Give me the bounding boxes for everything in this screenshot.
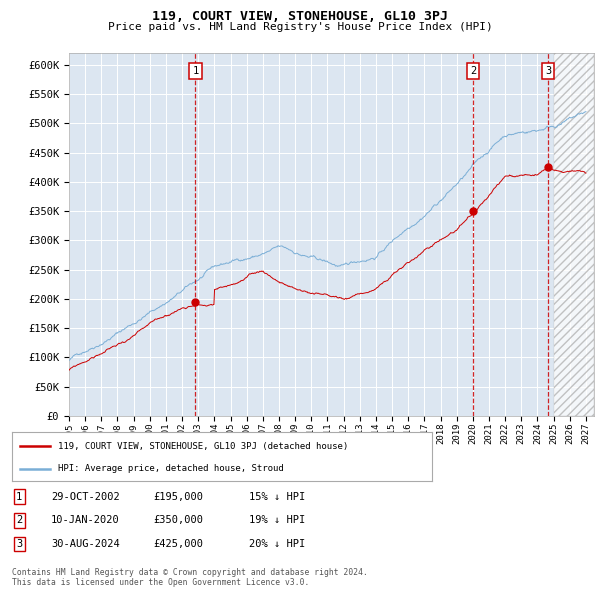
Text: 20% ↓ HPI: 20% ↓ HPI — [249, 539, 305, 549]
Text: 119, COURT VIEW, STONEHOUSE, GL10 3PJ (detached house): 119, COURT VIEW, STONEHOUSE, GL10 3PJ (d… — [58, 441, 349, 451]
Text: 10-JAN-2020: 10-JAN-2020 — [51, 516, 120, 525]
Text: 30-AUG-2024: 30-AUG-2024 — [51, 539, 120, 549]
Text: £425,000: £425,000 — [153, 539, 203, 549]
Text: 3: 3 — [16, 539, 22, 549]
Text: 2: 2 — [16, 516, 22, 525]
Text: Price paid vs. HM Land Registry's House Price Index (HPI): Price paid vs. HM Land Registry's House … — [107, 22, 493, 32]
Text: 3: 3 — [545, 65, 551, 76]
Text: 2: 2 — [470, 65, 476, 76]
Text: 1: 1 — [193, 65, 199, 76]
Text: £195,000: £195,000 — [153, 492, 203, 502]
Text: 1: 1 — [16, 492, 22, 502]
Text: HPI: Average price, detached house, Stroud: HPI: Average price, detached house, Stro… — [58, 464, 284, 473]
Text: 19% ↓ HPI: 19% ↓ HPI — [249, 516, 305, 525]
Text: 119, COURT VIEW, STONEHOUSE, GL10 3PJ: 119, COURT VIEW, STONEHOUSE, GL10 3PJ — [152, 10, 448, 23]
Text: £350,000: £350,000 — [153, 516, 203, 525]
Text: Contains HM Land Registry data © Crown copyright and database right 2024.
This d: Contains HM Land Registry data © Crown c… — [12, 568, 368, 587]
Text: 29-OCT-2002: 29-OCT-2002 — [51, 492, 120, 502]
Text: 15% ↓ HPI: 15% ↓ HPI — [249, 492, 305, 502]
